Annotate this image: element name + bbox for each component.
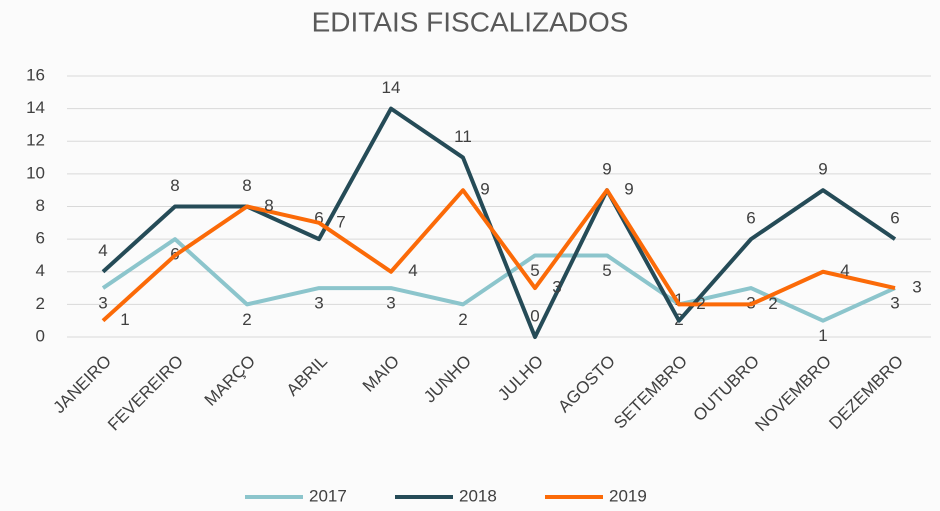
data-label: 0 xyxy=(530,306,539,325)
x-tick-label: JANEIRO xyxy=(49,352,115,418)
x-tick-label: JULHO xyxy=(494,352,547,405)
data-label: 1 xyxy=(674,290,683,309)
data-label: 7 xyxy=(336,212,345,231)
data-label: 9 xyxy=(818,160,827,179)
y-tick-label: 16 xyxy=(26,65,45,84)
legend-label: 2019 xyxy=(609,486,647,505)
x-tick-label: AGOSTO xyxy=(554,352,619,417)
data-label: 3 xyxy=(386,294,395,313)
data-label: 6 xyxy=(314,209,323,228)
data-label: 9 xyxy=(602,160,611,179)
data-label: 5 xyxy=(530,261,539,280)
data-label: 3 xyxy=(552,278,561,297)
data-label: 3 xyxy=(912,278,921,297)
data-label: 2 xyxy=(458,310,467,329)
x-tick-label: NOVEMBRO xyxy=(751,352,835,436)
y-tick-label: 6 xyxy=(36,229,45,248)
data-label: 4 xyxy=(408,261,417,280)
data-label: 1 xyxy=(818,326,827,345)
x-tick-label: DEZEMBRO xyxy=(825,352,907,434)
data-label: 11 xyxy=(454,127,472,146)
data-label: 9 xyxy=(480,180,489,199)
data-label: 5 xyxy=(602,261,611,280)
y-tick-label: 4 xyxy=(36,261,45,280)
data-label: 6 xyxy=(890,209,899,228)
legend-label: 2018 xyxy=(459,486,497,505)
data-label: 9 xyxy=(624,180,633,199)
x-tick-label: FEVEREIRO xyxy=(104,352,187,435)
data-label: 8 xyxy=(242,176,251,195)
y-tick-label: 12 xyxy=(26,131,45,150)
x-tick-label: OUTUBRO xyxy=(689,352,763,426)
series-line xyxy=(101,188,896,323)
data-label: 2 xyxy=(696,294,705,313)
data-label: 14 xyxy=(382,78,401,97)
data-label: 1 xyxy=(120,310,129,329)
x-tick-label: JUNHO xyxy=(420,352,475,407)
y-tick-label: 10 xyxy=(26,163,45,182)
y-tick-label: 2 xyxy=(36,294,45,313)
data-label: 8 xyxy=(170,176,179,195)
y-tick-label: 0 xyxy=(36,326,45,345)
data-label: 3 xyxy=(314,294,323,313)
data-label: 4 xyxy=(98,241,107,260)
series-line xyxy=(101,237,896,323)
y-tick-label: 14 xyxy=(26,98,45,117)
data-label: 4 xyxy=(840,261,849,280)
data-label: 6 xyxy=(746,209,755,228)
data-label: 8 xyxy=(264,196,273,215)
x-tick-label: ABRIL xyxy=(283,352,331,400)
x-tick-label: SETEMBRO xyxy=(610,352,691,433)
legend-label: 2017 xyxy=(309,486,347,505)
data-label: 2 xyxy=(242,310,251,329)
x-tick-label: MAIO xyxy=(359,352,403,396)
y-tick-label: 8 xyxy=(36,196,45,215)
data-label: 2 xyxy=(768,294,777,313)
data-label: 3 xyxy=(890,294,899,313)
series-line xyxy=(101,106,897,339)
data-label: 3 xyxy=(98,294,107,313)
chart-title: EDITAIS FISCALIZADOS xyxy=(312,6,629,37)
x-tick-label: MARÇO xyxy=(201,352,259,410)
